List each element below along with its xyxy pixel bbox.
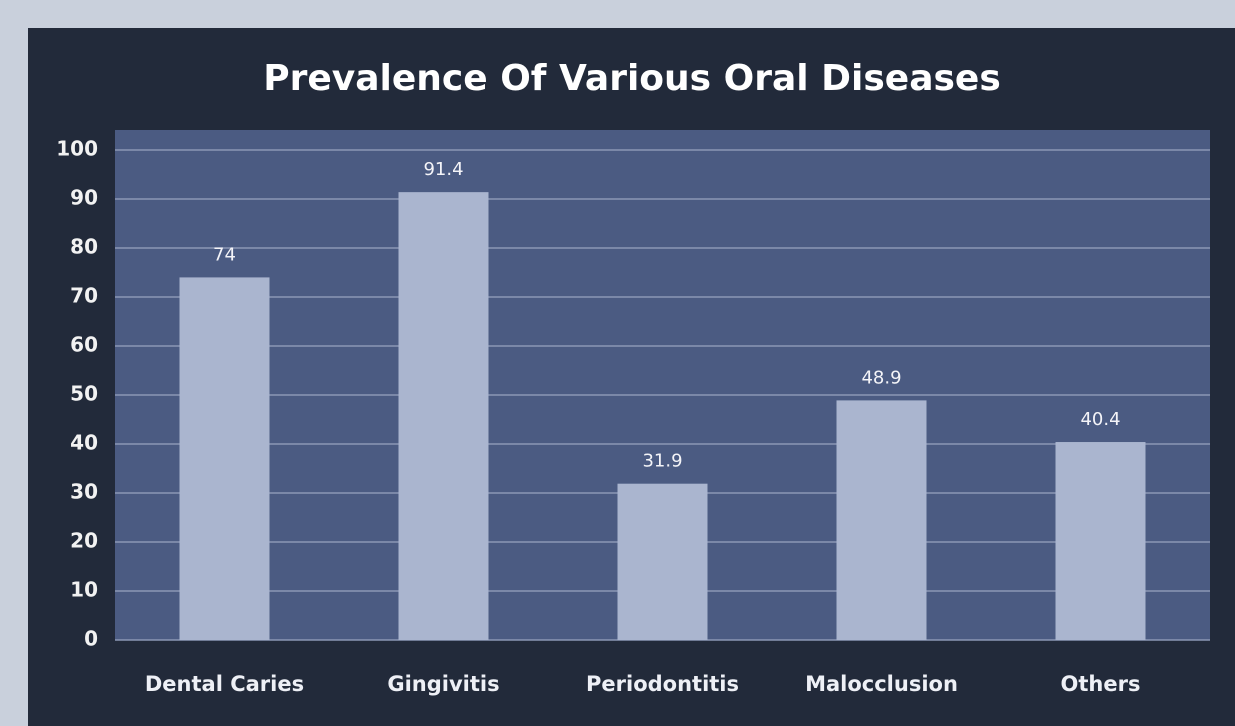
value-label: 74	[213, 244, 236, 265]
value-label: 31.9	[642, 451, 682, 472]
x-tick-label: Others	[1061, 672, 1141, 696]
y-tick-label: 30	[70, 480, 98, 504]
y-tick-label: 90	[70, 186, 98, 210]
bar	[180, 277, 270, 640]
x-tick-label: Periodontitis	[586, 672, 739, 696]
y-tick-label: 70	[70, 284, 98, 308]
x-tick-label: Malocclusion	[805, 672, 958, 696]
y-tick-label: 100	[56, 137, 98, 161]
chart: Prevalence Of Various Oral Diseases 0 10 2…	[0, 0, 1235, 726]
value-label: 48.9	[861, 367, 901, 388]
value-label: 40.4	[1080, 409, 1120, 430]
y-tick-label: 50	[70, 382, 98, 406]
y-tick-label: 10	[70, 578, 98, 602]
y-tick-label: 80	[70, 235, 98, 259]
bar	[399, 192, 489, 640]
y-tick-label: 40	[70, 431, 98, 455]
y-tick-label: 60	[70, 333, 98, 357]
x-tick-label: Dental Caries	[145, 672, 304, 696]
y-tick-label: 0	[84, 627, 98, 651]
bar	[1056, 442, 1146, 640]
bar	[837, 400, 927, 640]
y-tick-label: 20	[70, 529, 98, 553]
bar	[618, 484, 708, 640]
x-tick-label: Gingivitis	[387, 672, 499, 696]
chart-title: Prevalence Of Various Oral Diseases	[263, 58, 1001, 99]
value-label: 91.4	[423, 159, 463, 180]
